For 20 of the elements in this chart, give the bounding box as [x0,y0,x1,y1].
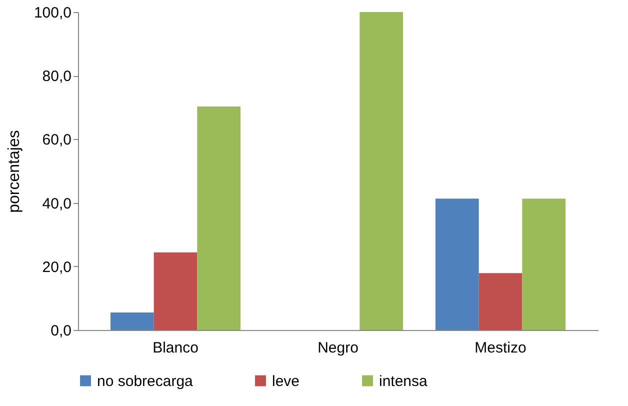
bar [436,198,479,330]
y-tick-label: 20,0 [42,258,72,276]
bar [522,198,566,330]
x-tick-label: Mestizo [474,340,526,356]
legend-label: no sobrecarga [97,372,194,390]
y-axis-title: porcentajes [6,130,23,213]
y-tick-label: 0,0 [50,322,72,340]
bar [154,252,198,330]
y-tick-label: 60,0 [42,132,72,149]
bar [478,273,522,330]
y-tick-label: 80,0 [42,68,72,86]
bar [110,312,154,330]
bar [197,106,240,330]
x-tick-label: Negro [318,340,358,356]
y-tick-label: 100,0 [34,4,72,22]
legend-label: intensa [379,372,428,390]
y-tick-label: 40,0 [42,195,72,212]
legend-label: leve [272,372,300,390]
x-tick-label: Blanco [152,340,198,356]
bar [360,12,403,330]
